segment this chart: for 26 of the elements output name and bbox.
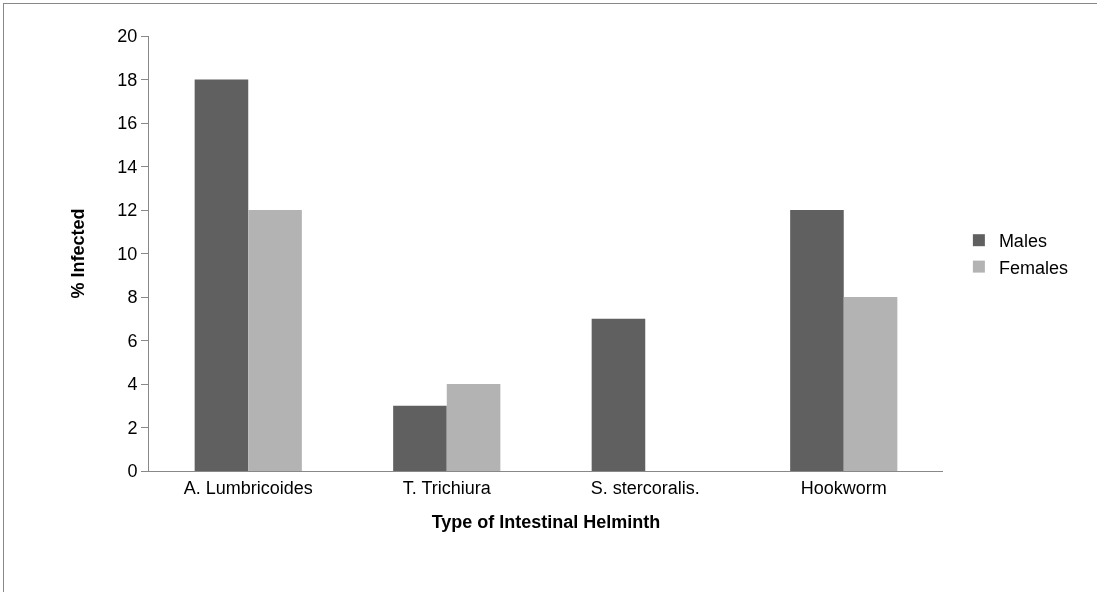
bar — [446, 384, 501, 471]
bar — [790, 210, 844, 471]
y-tick-label: 20 — [117, 26, 138, 47]
y-tick-label: 16 — [117, 113, 138, 134]
bar — [194, 79, 249, 471]
y-tick-label: 2 — [127, 417, 138, 438]
y-axis-title: % Infected — [67, 208, 88, 299]
legend-label: Males — [998, 231, 1047, 252]
x-tick-label: Hookworm — [800, 477, 887, 498]
x-axis-title: Type of Intestinal Helminth — [431, 511, 661, 532]
x-tick-label: S. stercoralis. — [590, 477, 700, 498]
y-tick-label: 8 — [127, 287, 138, 308]
y-tick-label: 6 — [127, 330, 138, 351]
legend-label: Females — [998, 257, 1068, 278]
y-tick-label: 12 — [117, 200, 138, 221]
bar — [393, 405, 447, 471]
x-tick-label: T. Trichiura — [402, 477, 492, 498]
y-tick-label: 18 — [117, 69, 138, 90]
y-tick-label: 14 — [117, 156, 138, 177]
y-tick-label: 10 — [117, 243, 138, 264]
bar — [843, 297, 898, 471]
bar — [248, 210, 302, 471]
x-tick-label: A. Lumbricoides — [183, 477, 313, 498]
y-tick-label: 4 — [127, 374, 138, 395]
y-tick-label: 0 — [127, 461, 138, 482]
bar — [591, 318, 646, 471]
